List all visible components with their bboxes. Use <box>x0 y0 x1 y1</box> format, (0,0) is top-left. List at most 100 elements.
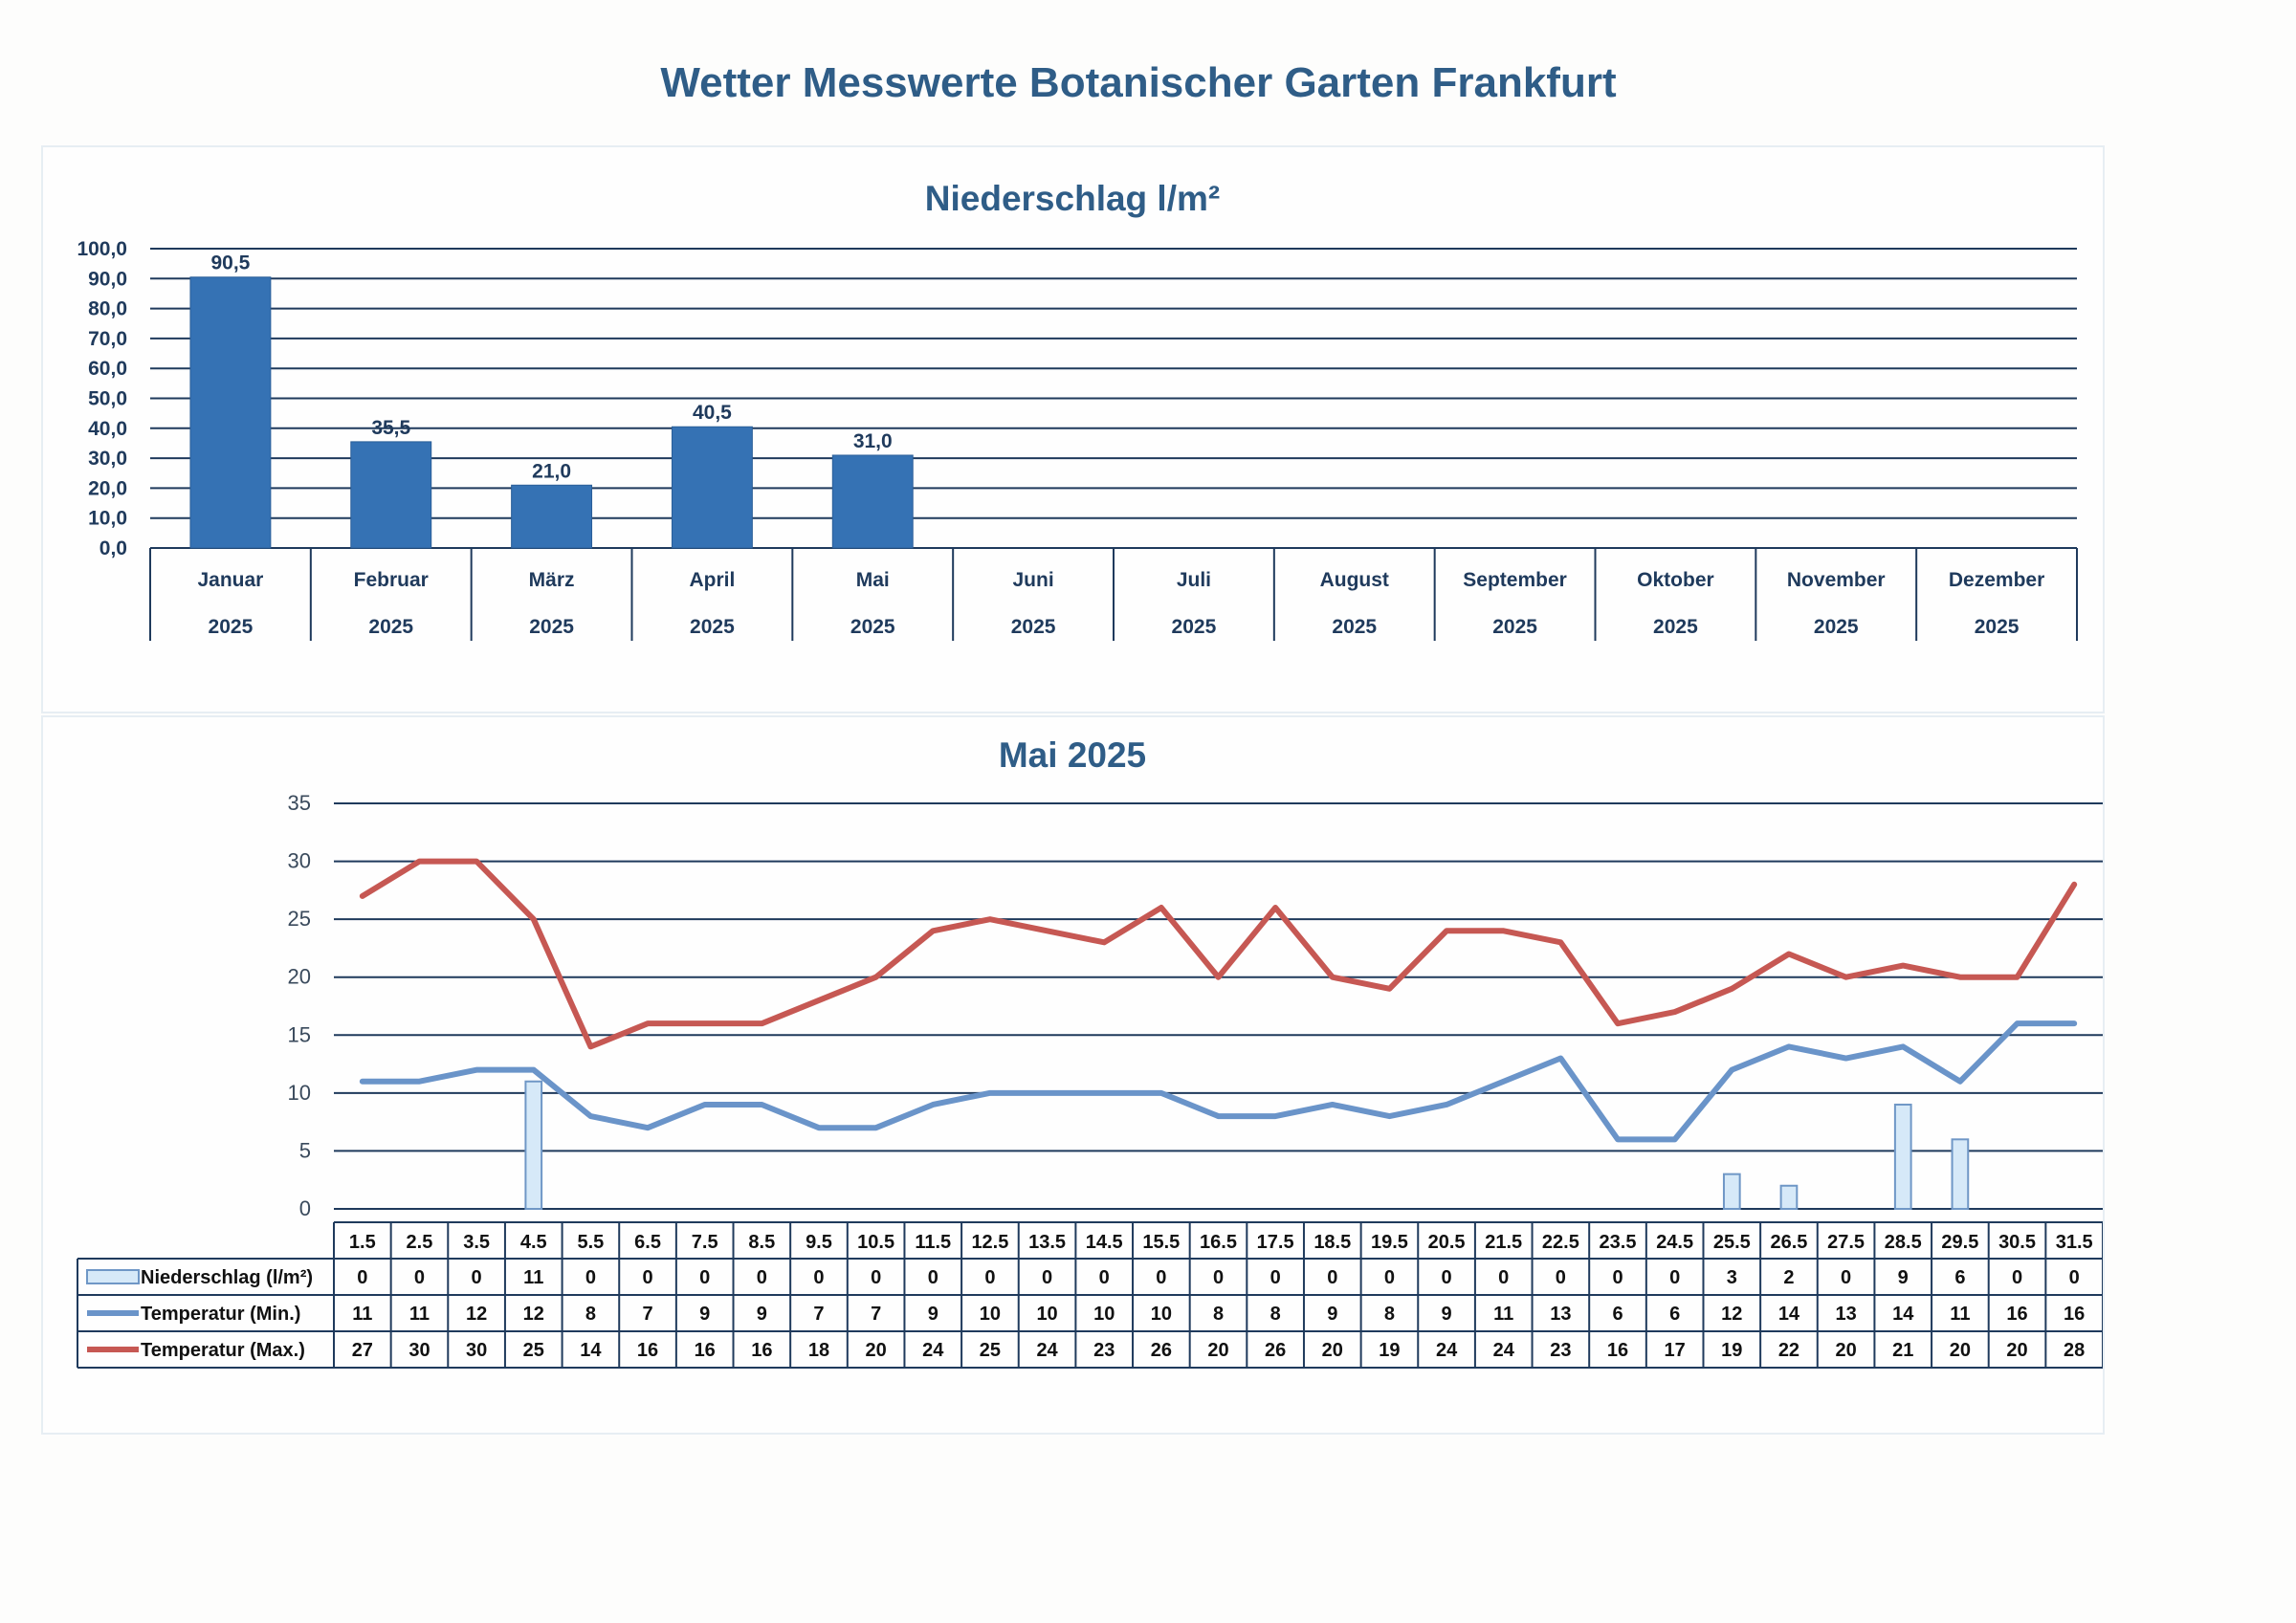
legend-label: Niederschlag (l/m²) <box>141 1267 313 1288</box>
table-day-label: 15.5 <box>1142 1232 1180 1253</box>
table-day-label: 26.5 <box>1770 1232 1807 1253</box>
bar <box>511 484 593 549</box>
table-day-label: 18.5 <box>1314 1232 1351 1253</box>
table-cell-value: 7 <box>813 1304 824 1325</box>
table-cell-value: 8 <box>1270 1304 1281 1325</box>
table-day-label: 29.5 <box>1941 1232 1978 1253</box>
x-category-year: 2025 <box>1011 616 1056 638</box>
table-cell-value: 16 <box>637 1340 658 1361</box>
table-cell-value: 28 <box>2064 1340 2085 1361</box>
x-category-label: März <box>529 569 575 591</box>
y-tick-label: 80,0 <box>88 298 127 320</box>
table-cell-value: 0 <box>699 1267 710 1288</box>
table-day-label: 7.5 <box>692 1232 718 1253</box>
legend-label: Temperatur (Max.) <box>141 1340 305 1361</box>
bar <box>350 441 432 549</box>
table-cell-value: 0 <box>1612 1267 1623 1288</box>
table-cell-value: 0 <box>585 1267 596 1288</box>
table-cell-value: 3 <box>1727 1267 1737 1288</box>
table-cell-value: 13 <box>1550 1304 1571 1325</box>
table-cell-value: 10 <box>1093 1304 1115 1325</box>
precip-bar <box>1951 1138 1970 1211</box>
table-day-label: 23.5 <box>1600 1232 1637 1253</box>
legend-label: Temperatur (Min.) <box>141 1304 300 1325</box>
y-tick-label: 20 <box>288 965 311 989</box>
table-cell-value: 14 <box>1892 1304 1914 1325</box>
table-day-label: 5.5 <box>577 1232 604 1253</box>
table-cell-value: 0 <box>1841 1267 1851 1288</box>
table-day-label: 24.5 <box>1656 1232 1693 1253</box>
table-cell-value: 9 <box>757 1304 767 1325</box>
x-category-label: August <box>1320 569 1389 591</box>
table-cell-value: 23 <box>1550 1340 1571 1361</box>
table-cell-value: 19 <box>1379 1340 1400 1361</box>
table-cell-value: 0 <box>472 1267 482 1288</box>
table-cell-value: 0 <box>1556 1267 1566 1288</box>
bar-value-label: 35,5 <box>371 417 410 439</box>
table-cell-value: 20 <box>866 1340 887 1361</box>
x-category-label: April <box>689 569 735 591</box>
bar <box>189 276 272 549</box>
table-cell-value: 9 <box>1442 1304 1452 1325</box>
table-day-label: 30.5 <box>1998 1232 2036 1253</box>
table-cell-value: 23 <box>1093 1340 1115 1361</box>
y-tick-label: 0 <box>299 1196 311 1220</box>
table-cell-value: 21 <box>1892 1340 1913 1361</box>
table-cell-value: 18 <box>808 1340 829 1361</box>
x-category-year: 2025 <box>368 616 413 638</box>
y-tick-label: 25 <box>288 907 311 931</box>
legend-key-precip <box>86 1269 140 1284</box>
table-day-label: 20.5 <box>1428 1232 1466 1253</box>
x-category-year: 2025 <box>1492 616 1537 638</box>
table-cell-value: 16 <box>695 1340 716 1361</box>
table-cell-value: 13 <box>1835 1304 1856 1325</box>
table-cell-value: 14 <box>580 1340 602 1361</box>
table-cell-value: 0 <box>414 1267 425 1288</box>
table-cell-value: 20 <box>1950 1340 1971 1361</box>
table-cell-value: 0 <box>2012 1267 2022 1288</box>
table-cell-value: 0 <box>1498 1267 1509 1288</box>
table-cell-value: 10 <box>1036 1304 1057 1325</box>
table-cell-value: 22 <box>1778 1340 1799 1361</box>
table-cell-value: 12 <box>1721 1304 1742 1325</box>
x-category-label: Juli <box>1177 569 1211 591</box>
bar-value-label: 90,5 <box>210 252 250 274</box>
table-cell-value: 8 <box>1213 1304 1224 1325</box>
table-cell-value: 27 <box>352 1340 373 1361</box>
table-cell-value: 17 <box>1665 1340 1686 1361</box>
x-category-year: 2025 <box>850 616 895 638</box>
table-cell-value: 0 <box>928 1267 938 1288</box>
may-weather-panel: Mai 2025 0 5 10 15 20 25 30 35 1.5 2.5 3.5 4.5 5.5 6.5… <box>41 715 2105 1435</box>
x-category-label: November <box>1787 569 1886 591</box>
bar-value-label: 21,0 <box>532 460 571 482</box>
precip-bar <box>524 1080 543 1210</box>
table-cell-value: 0 <box>1156 1267 1166 1288</box>
table-cell-value: 11 <box>1493 1304 1513 1325</box>
table-cell-value: 0 <box>757 1267 767 1288</box>
table-cell-value: 0 <box>984 1267 995 1288</box>
table-day-label: 27.5 <box>1827 1232 1865 1253</box>
table-cell-value: 0 <box>1270 1267 1281 1288</box>
y-tick-label: 15 <box>288 1022 311 1046</box>
page-title: Wetter Messwerte Botanischer Garten Fran… <box>660 59 1617 106</box>
table-cell-value: 30 <box>466 1340 487 1361</box>
table-day-label: 13.5 <box>1028 1232 1066 1253</box>
precip-bar <box>1722 1173 1741 1210</box>
precip-bar <box>1893 1103 1912 1211</box>
x-category-label: Juni <box>1012 569 1053 591</box>
table-cell-value: 26 <box>1151 1340 1172 1361</box>
y-tick-label: 30,0 <box>88 448 127 470</box>
annual-precipitation-chart: Niederschlag l/m² 0,0 10,0 20,0 30,0 40,0 50,0… <box>77 179 2078 641</box>
annual-precipitation-panel: Niederschlag l/m² 0,0 10,0 20,0 30,0 40,0 50,0… <box>41 145 2105 713</box>
bar-value-label: 31,0 <box>853 430 893 452</box>
table-cell-value: 25 <box>980 1340 1001 1361</box>
temp-min-line <box>359 1020 2078 1143</box>
table-day-label: 10.5 <box>857 1232 894 1253</box>
y-tick-label: 10 <box>288 1081 311 1105</box>
x-category-year: 2025 <box>1814 616 1859 638</box>
table-cell-value: 9 <box>1898 1267 1909 1288</box>
table-cell-value: 20 <box>1835 1340 1856 1361</box>
table-cell-value: 0 <box>813 1267 824 1288</box>
y-tick-label: 100,0 <box>77 238 127 260</box>
